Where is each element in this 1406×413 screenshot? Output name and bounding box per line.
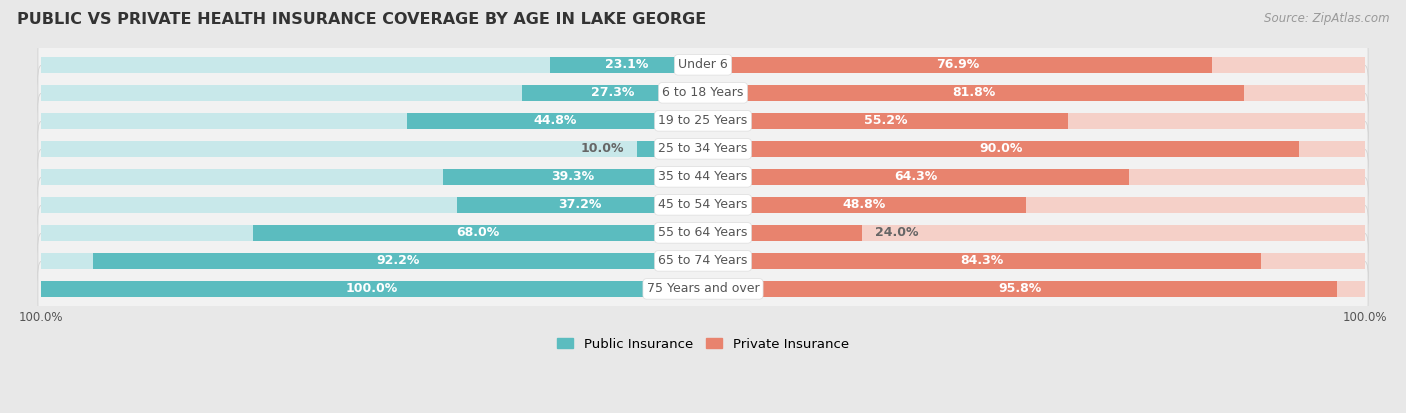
- Legend: Public Insurance, Private Insurance: Public Insurance, Private Insurance: [553, 332, 853, 356]
- Bar: [406, 113, 703, 129]
- FancyBboxPatch shape: [38, 205, 1368, 260]
- Bar: [703, 225, 862, 241]
- Bar: [457, 197, 703, 213]
- Bar: [703, 197, 1026, 213]
- Text: 44.8%: 44.8%: [533, 114, 576, 127]
- Bar: [41, 169, 703, 185]
- Bar: [523, 85, 703, 101]
- Text: 81.8%: 81.8%: [952, 86, 995, 100]
- Bar: [41, 197, 703, 213]
- Text: 27.3%: 27.3%: [591, 86, 634, 100]
- Bar: [703, 225, 1365, 241]
- Bar: [703, 113, 1365, 129]
- Bar: [41, 113, 703, 129]
- Text: 25 to 34 Years: 25 to 34 Years: [658, 142, 748, 155]
- FancyBboxPatch shape: [38, 121, 1368, 176]
- Text: 55 to 64 Years: 55 to 64 Years: [658, 226, 748, 240]
- Bar: [703, 169, 1129, 185]
- Text: Under 6: Under 6: [678, 58, 728, 71]
- Bar: [703, 253, 1261, 269]
- Text: 39.3%: 39.3%: [551, 171, 595, 183]
- Text: 75 Years and over: 75 Years and over: [647, 282, 759, 295]
- Bar: [253, 225, 703, 241]
- Bar: [41, 85, 703, 101]
- Text: 48.8%: 48.8%: [842, 198, 886, 211]
- Bar: [41, 253, 703, 269]
- Bar: [703, 253, 1365, 269]
- Bar: [703, 281, 1337, 297]
- Bar: [41, 57, 703, 73]
- Text: PUBLIC VS PRIVATE HEALTH INSURANCE COVERAGE BY AGE IN LAKE GEORGE: PUBLIC VS PRIVATE HEALTH INSURANCE COVER…: [17, 12, 706, 27]
- Bar: [703, 57, 1365, 73]
- Bar: [550, 57, 703, 73]
- Text: 92.2%: 92.2%: [377, 254, 419, 267]
- Bar: [703, 169, 1365, 185]
- Text: 90.0%: 90.0%: [979, 142, 1022, 155]
- Text: 37.2%: 37.2%: [558, 198, 602, 211]
- Bar: [703, 141, 1299, 157]
- Text: 55.2%: 55.2%: [863, 114, 907, 127]
- Bar: [41, 281, 703, 297]
- FancyBboxPatch shape: [38, 261, 1368, 316]
- Text: 23.1%: 23.1%: [605, 58, 648, 71]
- FancyBboxPatch shape: [38, 233, 1368, 288]
- Text: 84.3%: 84.3%: [960, 254, 1004, 267]
- Bar: [703, 281, 1365, 297]
- Bar: [41, 281, 703, 297]
- Bar: [703, 197, 1365, 213]
- Text: 19 to 25 Years: 19 to 25 Years: [658, 114, 748, 127]
- Text: 65 to 74 Years: 65 to 74 Years: [658, 254, 748, 267]
- FancyBboxPatch shape: [38, 65, 1368, 120]
- Text: 6 to 18 Years: 6 to 18 Years: [662, 86, 744, 100]
- Text: 35 to 44 Years: 35 to 44 Years: [658, 171, 748, 183]
- FancyBboxPatch shape: [38, 93, 1368, 148]
- Bar: [41, 225, 703, 241]
- Bar: [703, 141, 1365, 157]
- FancyBboxPatch shape: [38, 178, 1368, 233]
- Bar: [703, 85, 1365, 101]
- Bar: [703, 57, 1212, 73]
- Text: 76.9%: 76.9%: [936, 58, 979, 71]
- Bar: [703, 85, 1244, 101]
- Bar: [703, 113, 1069, 129]
- Text: 95.8%: 95.8%: [998, 282, 1042, 295]
- FancyBboxPatch shape: [38, 38, 1368, 92]
- Text: 24.0%: 24.0%: [875, 226, 918, 240]
- Bar: [93, 253, 703, 269]
- Text: 100.0%: 100.0%: [346, 282, 398, 295]
- Text: Source: ZipAtlas.com: Source: ZipAtlas.com: [1264, 12, 1389, 25]
- Text: 64.3%: 64.3%: [894, 171, 938, 183]
- Text: 68.0%: 68.0%: [457, 226, 499, 240]
- Text: 10.0%: 10.0%: [581, 142, 624, 155]
- FancyBboxPatch shape: [38, 150, 1368, 204]
- Bar: [41, 141, 703, 157]
- Bar: [637, 141, 703, 157]
- Bar: [443, 169, 703, 185]
- Text: 45 to 54 Years: 45 to 54 Years: [658, 198, 748, 211]
